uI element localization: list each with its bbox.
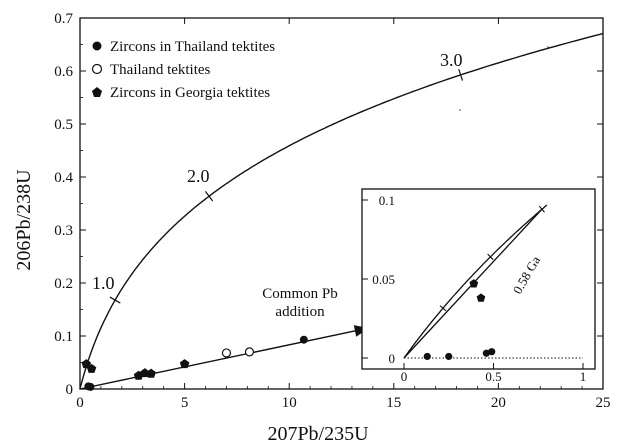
common-pb-arrow	[79, 329, 360, 390]
inset-concordia-tick	[487, 253, 494, 261]
inset-axis-ticks: 0 0.5 1 0 0.05 0.1	[362, 193, 586, 384]
inset-georgia-zircon-point	[476, 293, 486, 302]
georgia-zircon-point	[86, 363, 97, 373]
thailand-zircon-point	[299, 335, 308, 344]
x-tick-label: 15	[386, 395, 401, 411]
inset-y-tick-label: 0	[389, 351, 396, 366]
arrow-label-line2: addition	[275, 304, 325, 320]
georgia-zircon-point	[146, 368, 156, 378]
speck	[547, 46, 549, 48]
inset-concordia-tick	[439, 305, 447, 312]
concordia-curve	[79, 32, 604, 390]
concordia-age-label-3: 3.0	[440, 50, 463, 70]
inset-concordia-curve	[403, 204, 548, 359]
y-tick-label: 0.5	[54, 117, 73, 133]
concordia-age-label-1: 1.0	[92, 273, 115, 293]
inset-concordia-ticks	[439, 205, 545, 312]
inset-frame	[361, 188, 596, 370]
concordia-age-tick	[109, 296, 121, 304]
georgia-zircon-point	[140, 368, 150, 378]
y-tick-label: 0.6	[54, 64, 73, 80]
x-axis-label: 207Pb/235U	[267, 423, 369, 445]
georgia-zircon-point	[81, 359, 91, 369]
x-tick-label: 0	[76, 395, 84, 411]
x-tick-label: 5	[181, 395, 189, 411]
inset-panel: 0 0.5 100.050.1 0.58 Ga	[361, 188, 596, 384]
inset-concordia-tick	[538, 205, 545, 213]
inset-thailand-zircon-point	[445, 352, 453, 361]
thailand-tektite-point	[244, 347, 255, 357]
thailand-tektite-point	[221, 348, 232, 358]
inset-thailand-zircon-point	[423, 352, 431, 361]
speck	[459, 109, 461, 111]
arrow-label-line1: Common Pb	[262, 286, 337, 302]
inset-x-tick-label: 0	[401, 369, 408, 384]
y-tick-label: 0.4	[54, 170, 73, 186]
concordia-age-ticks	[109, 69, 464, 304]
y-tick-label: 0.1	[54, 329, 73, 345]
concordia-age-tick	[204, 191, 214, 202]
inset-georgia-zircon-point	[469, 279, 479, 288]
legend-label-thailand-zircons: Zircons in Thailand tektites	[110, 39, 275, 55]
x-tick-label: 10	[282, 395, 297, 411]
inset-thailand-zircon-point	[488, 348, 496, 356]
thailand-zircon-point	[86, 382, 95, 391]
main-data-points	[81, 335, 308, 391]
y-tick-label: 0.3	[54, 223, 73, 239]
inset-y-tick-label: 0.05	[372, 272, 395, 287]
legend-label-thailand-tektites: Thailand tektites	[110, 62, 211, 78]
y-axis-label: 206Pb/238U	[13, 169, 35, 271]
concordia-age-tick	[458, 69, 464, 81]
legend: Zircons in Thailand tektites Thailand te…	[91, 39, 275, 101]
concordia-age-label-2: 2.0	[187, 166, 210, 186]
georgia-zircon-point	[179, 359, 190, 369]
legend-marker-thailand-zircons	[92, 41, 102, 51]
y-tick-label: 0.2	[54, 276, 73, 292]
inset-x-tick-label: 1	[580, 369, 587, 384]
x-tick-label: 25	[596, 395, 611, 411]
y-tick-label: 0	[66, 382, 74, 398]
x-tick-label: 20	[491, 395, 506, 411]
inset-y-tick-label: 0.1	[379, 193, 395, 208]
y-tick-label: 0.7	[54, 11, 73, 27]
inset-x-tick-label: 0.5	[485, 369, 501, 384]
legend-marker-georgia-zircons	[92, 87, 102, 97]
legend-label-georgia-zircons: Zircons in Georgia tektites	[110, 85, 270, 101]
inset-data-points	[423, 279, 496, 361]
legend-marker-thailand-tektites	[91, 63, 103, 75]
